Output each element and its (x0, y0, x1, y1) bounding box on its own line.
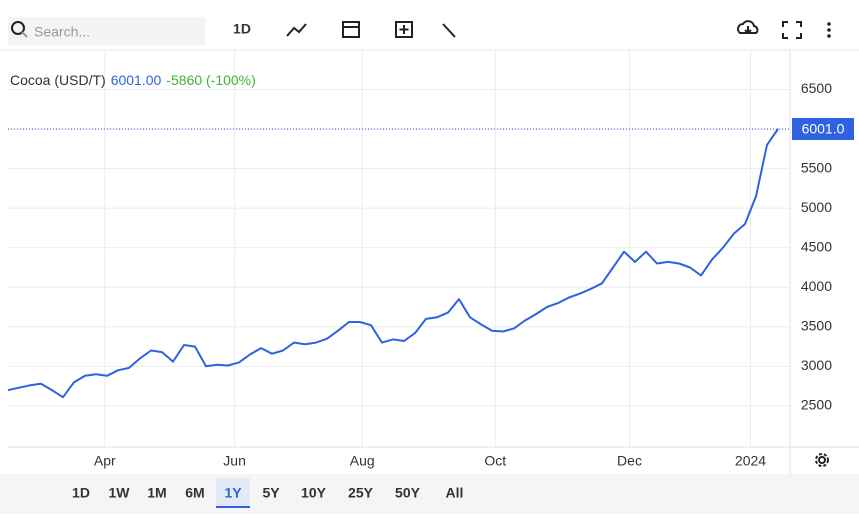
price-line (7, 128, 779, 399)
menu-dot[interactable] (827, 34, 831, 38)
x-tick-label: Dec (617, 453, 642, 469)
y-tick-label: 4000 (801, 278, 832, 294)
x-tick-label: 2024 (735, 453, 766, 469)
range-button[interactable]: 1Y (224, 485, 242, 501)
range-button[interactable]: 50Y (395, 485, 421, 501)
x-tick-label: Oct (484, 453, 506, 469)
gear-icon[interactable] (815, 453, 829, 467)
range-button[interactable]: 1M (147, 485, 166, 501)
range-button[interactable]: 1D (72, 485, 90, 501)
range-button[interactable]: 6M (185, 485, 204, 501)
menu-dot[interactable] (827, 22, 831, 26)
last-price-box (792, 118, 854, 141)
y-tick-label: 6500 (801, 80, 832, 96)
search-box[interactable] (8, 17, 205, 45)
range-active-underline (216, 506, 250, 508)
chart-type-icon[interactable] (286, 23, 307, 37)
last-price-label: 6001.0 (802, 121, 845, 137)
add-icon-plus (399, 25, 409, 34)
fullscreen-icon[interactable] (782, 21, 802, 39)
y-tick-label: 2500 (801, 397, 832, 413)
interval-button[interactable]: 1D (233, 21, 251, 37)
y-tick-label: 3000 (801, 357, 832, 373)
range-button[interactable]: 10Y (301, 485, 327, 501)
search-icon (11, 21, 25, 35)
x-tick-label: Jun (223, 453, 246, 469)
search-placeholder[interactable]: Search... (34, 24, 90, 40)
x-tick-label: Apr (94, 453, 116, 469)
legend: Cocoa (USD/T) 6001.00 -5860 (-100%) (10, 72, 256, 88)
legend-price: 6001.00 (111, 72, 162, 88)
range-button[interactable]: 5Y (262, 485, 280, 501)
range-active-bg (216, 478, 250, 508)
x-tick-label: Aug (350, 453, 375, 469)
range-bar (0, 474, 859, 514)
range-button[interactable]: 25Y (348, 485, 374, 501)
gear-hub (818, 456, 826, 464)
calendar-icon[interactable] (342, 21, 360, 38)
add-icon[interactable] (395, 21, 413, 38)
y-tick-label: 5000 (801, 199, 832, 215)
range-button[interactable]: 1W (109, 485, 131, 501)
range-buttons: 1D 1W 1M 6M 1Y 5Y 10Y 25Y 50Y All (72, 478, 463, 508)
y-tick-label: 5500 (801, 159, 832, 175)
gear-teeth (815, 453, 829, 467)
search-icon-handle (21, 31, 28, 38)
range-button[interactable]: All (446, 485, 464, 501)
download-icon[interactable] (737, 20, 759, 35)
y-tick-label: 4500 (801, 238, 832, 254)
menu-dot[interactable] (827, 28, 831, 32)
settings-wrench-icon[interactable] (442, 23, 456, 38)
legend-change: -5860 (-100%) (166, 72, 256, 88)
y-tick-label: 3500 (801, 317, 832, 333)
plot: 250030003500400045005000550060006500AprJ… (7, 50, 859, 474)
legend-title: Cocoa (USD/T) (10, 72, 106, 88)
